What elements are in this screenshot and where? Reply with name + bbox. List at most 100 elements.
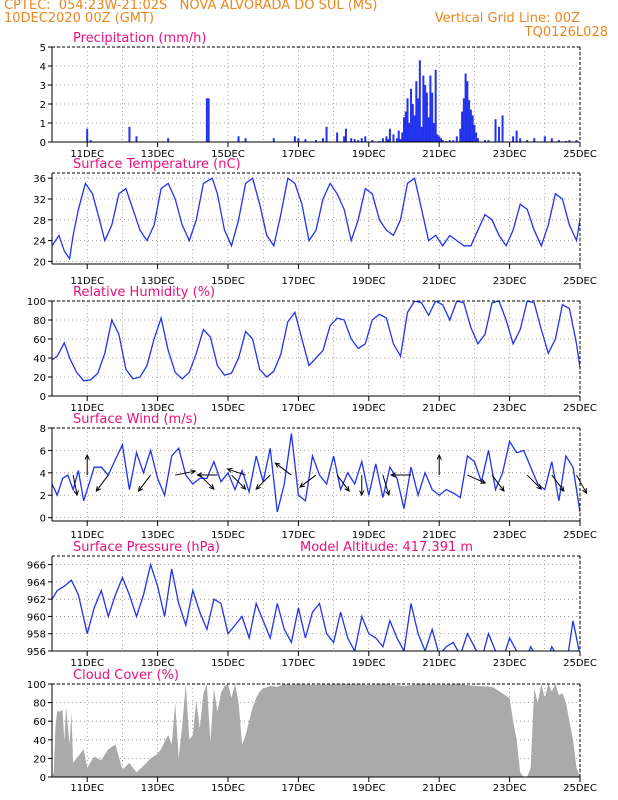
precip-bar (526, 140, 529, 142)
header-agency: CPTEC: (4, 0, 51, 13)
y-tick-label: 28 (33, 216, 46, 227)
precip-bar (473, 124, 476, 142)
y-tick-label: 20 (33, 257, 46, 268)
y-tick-label: 36 (33, 174, 46, 185)
x-tick-label: 19DEC (352, 149, 386, 160)
y-tick-label: 958 (27, 630, 46, 641)
x-tick-label: 19DEC (352, 276, 386, 287)
precip-bar (512, 136, 515, 142)
precip-bar (515, 130, 518, 142)
y-tick-label: 60 (33, 717, 46, 728)
wind-arrow (255, 474, 271, 490)
precip-bar (417, 98, 420, 142)
precip-bar (469, 109, 472, 142)
x-tick-label: 13DEC (141, 783, 175, 794)
panel-5: 0 20 40 60 80 100 11DEC 13DEC 15DEC 17DEC 19DEC 21D… (27, 668, 597, 794)
x-tick-label: 23DEC (493, 276, 527, 287)
precip-bar (464, 73, 467, 142)
x-tick-label: 25DEC (563, 276, 597, 287)
y-tick-label: 32 (33, 195, 46, 206)
wind-arrow (551, 474, 565, 492)
wind-arrow-head (240, 484, 247, 490)
y-tick-label: 8 (40, 424, 46, 435)
y-tick-label: 3 (40, 81, 46, 92)
precip-bar (350, 138, 353, 142)
x-tick-label: 15DEC (211, 658, 245, 669)
panel-title: Surface Pressure (hPa) (73, 540, 220, 555)
precip-bar (344, 128, 347, 142)
precip-bar (413, 115, 416, 142)
precip-bar (452, 140, 455, 142)
x-tick-label: 17DEC (282, 530, 316, 541)
precip-bar (455, 136, 458, 142)
precip-bar (397, 130, 400, 142)
panel-title: Surface Temperature (nC) (73, 157, 241, 172)
y-tick-label: 24 (33, 237, 46, 248)
y-tick-label: 80 (33, 316, 46, 327)
precip-bar (483, 140, 486, 142)
wind-arrow-head (73, 490, 79, 497)
y-tick-label: 4 (40, 469, 46, 480)
precip-bar (86, 128, 89, 142)
precip-bar (315, 140, 317, 142)
precip-bar (293, 136, 296, 142)
wind-arrow-head (95, 486, 101, 492)
precip-bar (364, 136, 367, 142)
series-line (52, 562, 580, 651)
y-tick-label: 956 (27, 647, 46, 658)
precip-bar (459, 128, 462, 142)
precip-bar (272, 138, 275, 142)
wind-arrow (526, 474, 542, 490)
y-tick-label: 60 (33, 335, 46, 346)
precip-bar (304, 139, 307, 142)
precip-bar (420, 126, 423, 142)
precip-bar (533, 138, 536, 142)
wind-arrow-head (226, 467, 233, 473)
precip-bar (411, 104, 414, 142)
precip-bar (403, 117, 405, 142)
precip-bar (207, 98, 210, 142)
y-tick-label: 0 (40, 773, 46, 784)
x-tick-label: 15DEC (211, 276, 245, 287)
x-tick-label: 25DEC (563, 530, 597, 541)
wind-arrow-head (84, 453, 90, 460)
precip-bar (429, 75, 432, 142)
precip-bar (441, 140, 444, 142)
y-tick-label: 40 (33, 354, 46, 365)
x-tick-label: 11DEC (70, 658, 104, 669)
y-tick-label: 966 (27, 561, 46, 572)
series-line (52, 301, 580, 382)
wind-arrow-head (255, 484, 262, 490)
wind-arrow (275, 462, 292, 476)
x-tick-label: 21DEC (422, 276, 456, 287)
precip-bar (399, 139, 402, 142)
precip-bar (385, 136, 388, 142)
wind-arrow (491, 474, 505, 492)
x-tick-label: 19DEC (352, 530, 386, 541)
precip-bar (427, 117, 430, 142)
precip-bar (438, 136, 441, 142)
x-tick-label: 19DEC (352, 403, 386, 414)
wind-arrow (576, 474, 587, 494)
precip-bar (237, 136, 240, 142)
panel-3: 0 2 4 6 8 11DEC 13DEC 15DEC 17DEC 19DEC 21DEC 23DEC… (40, 412, 597, 541)
precip-bar (244, 138, 247, 142)
precip-bar (439, 138, 442, 142)
precip-bar (343, 136, 346, 142)
header-line-1: CPTEC: 054:23W-21:02S NOVA ALVORADA DO S… (4, 0, 377, 13)
y-tick-label: 2 (40, 491, 46, 502)
precip-bar (434, 69, 437, 142)
wind-arrow-head (359, 490, 365, 497)
wind-arrow-head (559, 486, 565, 492)
precip-bar (466, 81, 469, 142)
y-tick-label: 1 (40, 119, 46, 130)
panel-title: Surface Wind (m/s) (73, 412, 197, 427)
x-tick-label: 19DEC (352, 658, 386, 669)
precip-bar (167, 138, 170, 142)
x-tick-label: 23DEC (493, 149, 527, 160)
x-tick-label: 11DEC (70, 276, 104, 287)
precip-bar (336, 132, 339, 142)
precip-bar (471, 115, 474, 142)
wind-arrow-head (196, 472, 203, 478)
